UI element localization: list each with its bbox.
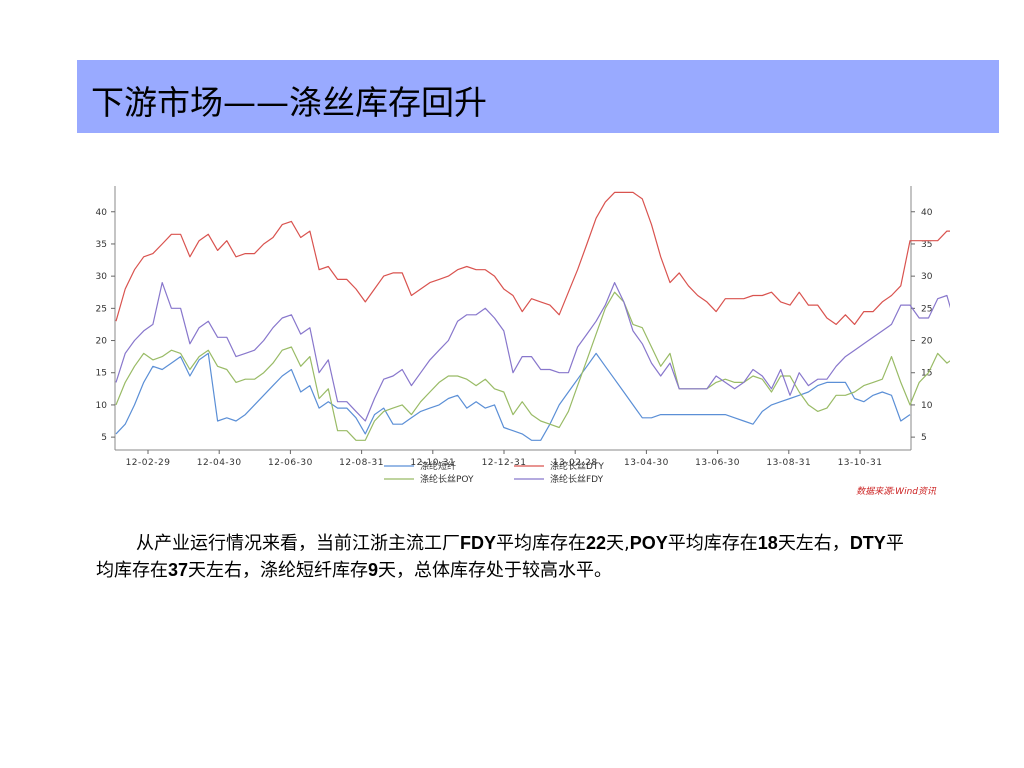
paragraph-bold-run: POY [629,533,668,553]
paragraph-run: 天左右，涤纶短纤库存 [188,560,369,581]
paragraph-bold-run: FDY [460,533,496,553]
x-tick-label: 12-08-31 [339,458,384,468]
paragraph-bold-run: 22 [586,533,607,553]
paragraph-run: 天，总体库存处于较高水平。 [378,560,613,581]
legend-label-2: 涤纶长丝DTY [550,460,604,472]
legend-label-1: 涤纶短纤 [420,460,456,472]
y-tick-label-left: 30 [96,272,108,282]
y-tick-label-left: 10 [96,401,108,411]
x-tick-label: 12-12-31 [482,458,527,468]
source-note: 数据来源:Wind资讯 [856,486,937,497]
y-tick-label-left: 35 [96,240,107,250]
body-text: 从产业运行情况来看，当前江浙主流工厂FDY平均库存在22天,POY平均库存在18… [96,530,918,584]
legend-label-4: 涤纶长丝FDY [550,473,604,485]
x-tick-label: 13-10-31 [838,458,883,468]
series-line-3 [115,291,950,441]
y-tick-label-left: 25 [96,304,107,314]
paragraph-bold-run: 37 [168,560,189,580]
y-tick-label-right: 5 [921,433,927,443]
legend-label-3: 涤纶长丝POY [420,473,474,485]
x-tick-label: 13-04-30 [624,458,669,468]
slide-title: 下游市场——涤丝库存回升 [91,83,487,122]
paragraph-run: 平均库存在 [96,533,904,581]
x-tick-label: 12-10-31 [410,458,455,468]
x-tick-label: 13-02-28 [553,458,598,468]
y-tick-label-left: 20 [96,337,108,347]
paragraph-run: 从产业运行情况来看，当前江浙主流工厂 [136,533,460,554]
y-tick-label-right: 25 [921,304,932,314]
y-tick-label-left: 15 [96,369,107,379]
title-bar: 下游市场——涤丝库存回升 [77,60,999,133]
x-tick-label: 12-04-30 [197,458,242,468]
summary-paragraph: 从产业运行情况来看，当前江浙主流工厂FDY平均库存在22天,POY平均库存在18… [96,530,918,584]
paragraph-bold-run: DTY [849,533,886,553]
y-tick-label-right: 10 [921,401,933,411]
x-tick-label: 12-06-30 [268,458,313,468]
x-tick-label: 13-08-31 [766,458,811,468]
chart-container: 5 5 10 10 15 15 20 20 25 25 30 30 35 35 40 40 12-02-29 12… [80,178,950,500]
paragraph-bold-run: 18 [757,533,778,553]
paragraph-run: 平均库存在 [667,533,758,554]
y-tick-label-left: 40 [96,208,108,218]
y-tick-label-right: 30 [921,272,933,282]
series-line-1 [115,352,911,441]
x-tick-label: 12-02-29 [126,458,171,468]
y-tick-label-right: 40 [921,208,933,218]
series-line-2 [115,191,950,325]
paragraph-run: 平均库存在 [496,533,586,554]
y-tick-label-right: 20 [921,337,933,347]
paragraph-run: 天, [606,533,630,554]
y-tick-label-left: 5 [101,433,107,443]
x-tick-label: 13-06-30 [695,458,740,468]
y-tick-label-right: 35 [921,240,932,250]
paragraph-run: 天左右， [777,533,850,554]
paragraph-bold-run: 9 [368,560,379,580]
series-line-4 [115,281,950,422]
